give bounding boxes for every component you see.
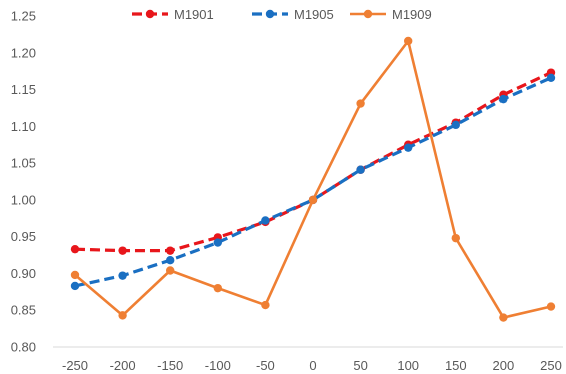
data-point: [70, 281, 80, 291]
data-point: [451, 120, 460, 130]
x-tick-label: 150: [445, 358, 467, 373]
y-tick-label: 1.00: [11, 192, 36, 207]
y-tick-label: 1.25: [11, 9, 36, 24]
data-point: [261, 216, 270, 225]
x-tick-label: -150: [157, 358, 183, 373]
legend: M1901 M1905 M1909: [132, 7, 432, 22]
x-tick-label: 100: [397, 358, 419, 373]
y-tick-label: 0.95: [11, 229, 36, 244]
legend-entry-m1905: M1905: [252, 7, 334, 22]
x-tick-label: 50: [353, 358, 367, 373]
data-point: [166, 246, 175, 255]
x-tick-label: -250: [62, 358, 88, 373]
data-point: [404, 143, 413, 152]
x-tick-label: 250: [540, 358, 562, 373]
series-line: [74, 39, 552, 319]
series-line: [74, 76, 552, 288]
x-tick-label: -100: [205, 358, 231, 373]
data-point: [213, 238, 222, 247]
data-point: [70, 270, 80, 280]
legend-entry-m1909: M1909: [350, 7, 432, 22]
y-axis: 0.80 0.85 0.90 0.95 1.00 1.05 1.10 1.15 1.20 1.25: [11, 9, 36, 355]
y-tick-label: 1.15: [11, 82, 36, 97]
data-point: [546, 73, 556, 82]
y-tick-label: 1.20: [11, 45, 36, 60]
data-point: [118, 271, 127, 280]
y-tick-label: 1.10: [11, 119, 36, 134]
series-line: [74, 71, 552, 253]
legend-swatch-marker: [363, 9, 373, 19]
x-tick-label: -200: [110, 358, 136, 373]
data-point: [118, 311, 127, 320]
data-point: [499, 94, 508, 104]
y-tick-label: 0.80: [11, 340, 36, 355]
data-point: [356, 99, 365, 108]
legend-entry-m1901: M1901: [132, 7, 214, 22]
series-m1901: [70, 68, 556, 255]
x-tick-label: 0: [309, 358, 316, 373]
data-point: [166, 266, 175, 275]
data-point: [308, 195, 318, 205]
data-point: [213, 283, 222, 293]
series-m1909: [70, 36, 556, 322]
legend-swatch-marker: [265, 9, 275, 19]
data-point: [546, 302, 556, 311]
y-tick-label: 1.05: [11, 156, 36, 171]
legend-label: M1909: [392, 7, 432, 22]
data-point: [166, 256, 175, 265]
data-point: [451, 233, 460, 243]
x-tick-label: 200: [493, 358, 515, 373]
data-point: [261, 300, 270, 310]
legend-swatch-marker: [145, 9, 155, 19]
data-point: [70, 244, 80, 254]
data-point: [499, 313, 508, 322]
x-tick-label: -50: [256, 358, 275, 373]
data-point: [404, 36, 413, 46]
y-tick-label: 0.90: [11, 266, 36, 281]
data-point: [356, 165, 365, 174]
data-point: [118, 246, 127, 255]
series-layer: [70, 36, 556, 322]
y-tick-label: 0.85: [11, 303, 36, 318]
legend-label: M1901: [174, 7, 214, 22]
x-axis: -250 -200 -150 -100 -50 0 50 100 150 200 250: [53, 346, 563, 373]
legend-label: M1905: [294, 7, 334, 22]
